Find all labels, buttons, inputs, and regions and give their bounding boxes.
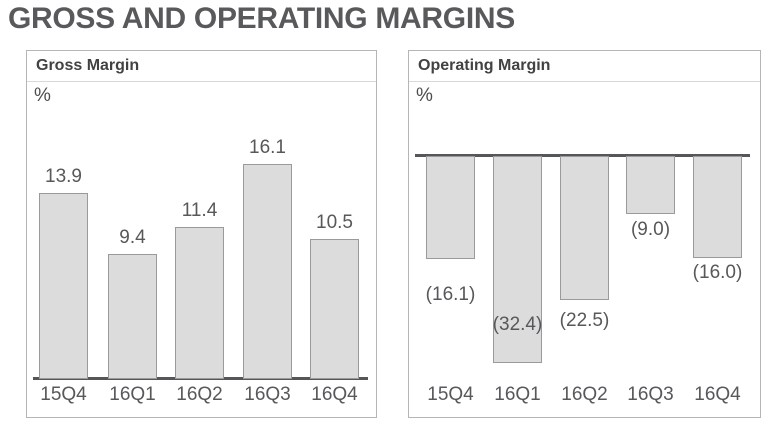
bar-15Q4 [39, 193, 88, 379]
bar-15Q4 [426, 156, 475, 259]
value-label-16Q1: 9.4 [119, 227, 146, 248]
operating-margin-title: Operating Margin [418, 57, 551, 74]
x-axis-label-16Q1: 16Q1 [109, 384, 156, 405]
bar-16Q2 [175, 227, 224, 379]
x-axis-label-15Q4: 15Q4 [427, 384, 474, 405]
x-axis-label-16Q3: 16Q3 [627, 384, 674, 405]
bar-16Q2 [560, 156, 609, 300]
x-axis-label-16Q4: 16Q4 [311, 384, 358, 405]
operating-margin-chart: (16.1) 15Q4 (32.4) 16Q1 (22.5) 16Q2 (9.0) 16Q3 (… [409, 82, 760, 417]
bar-16Q1 [493, 156, 542, 363]
value-label-16Q2: 11.4 [181, 200, 218, 221]
gross-margin-header: Gross Margin [27, 51, 376, 82]
x-axis-label-16Q1: 16Q1 [494, 384, 541, 405]
operating-margin-panel: Operating Margin % (16.1) 15Q4 (32.4) 16Q1(… [408, 50, 761, 418]
value-label-15Q4: (16.1) [425, 284, 476, 305]
bar-16Q3 [626, 156, 675, 214]
x-axis-label-16Q2: 16Q2 [176, 384, 223, 405]
value-label-16Q3: (9.0) [630, 219, 671, 240]
value-label-16Q2: (22.5) [559, 310, 610, 331]
x-axis-label-16Q3: 16Q3 [244, 384, 291, 405]
gross-margin-chart: 13.9 15Q4 9.4 16Q1 11.4 16Q2 16.1 16Q3 10.5 16Q4 [27, 82, 376, 417]
value-label-16Q1: (32.4) [492, 314, 543, 335]
value-label-16Q4: (16.0) [692, 262, 743, 283]
bar-16Q1 [108, 254, 157, 379]
operating-margin-header: Operating Margin [409, 51, 760, 82]
bar-16Q4 [693, 156, 742, 258]
x-axis-label-15Q4: 15Q4 [40, 384, 87, 405]
operating-margin-plot-area: % (16.1) 15Q4 (32.4) 16Q1 (22.5) 16Q2 (9.0) 16Q… [409, 82, 760, 417]
y-axis-unit-label: % [34, 85, 51, 106]
page-title: GROSS AND OPERATING MARGINS [8, 2, 515, 35]
bar-16Q4 [310, 239, 359, 379]
gross-margin-panel: Gross Margin % 13.9 15Q4 9.4 16Q1 11.4 16Q2 16… [26, 50, 377, 418]
value-label-16Q4: 10.5 [316, 212, 353, 233]
gross-margin-plot-area: % 13.9 15Q4 9.4 16Q1 11.4 16Q2 16.1 16Q3 10.5 16Q… [27, 82, 376, 417]
x-axis-label-16Q4: 16Q4 [694, 384, 741, 405]
bar-16Q3 [243, 164, 292, 379]
gross-margin-title: Gross Margin [36, 57, 140, 74]
x-axis-label-16Q2: 16Q2 [561, 384, 608, 405]
value-label-16Q3: 16.1 [249, 137, 286, 158]
value-label-15Q4: 13.9 [45, 166, 82, 187]
y-axis-unit-label: % [416, 85, 433, 106]
zero-line [415, 154, 750, 157]
